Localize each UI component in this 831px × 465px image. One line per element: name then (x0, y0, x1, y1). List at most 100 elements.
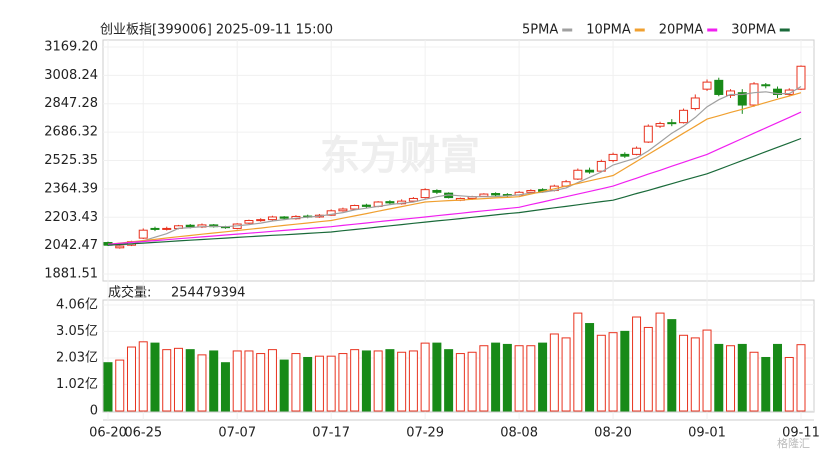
x-tick-label: 07-07 (218, 426, 256, 441)
volume-bar (291, 353, 301, 412)
volume-bar (479, 345, 489, 412)
volume-bar (232, 350, 242, 412)
candle-body (643, 125, 653, 143)
candle-body (408, 197, 418, 202)
y-tick-label: 3008.24 (44, 68, 98, 83)
volume-bar (115, 359, 125, 412)
volume-bar (714, 343, 724, 412)
volume-bar (620, 330, 630, 412)
volume-bar (303, 356, 313, 412)
volume-bar (796, 344, 806, 412)
volume-bar (267, 349, 277, 412)
volume-bar (773, 343, 783, 412)
volume-bar (314, 355, 324, 412)
ma-line (107, 92, 802, 245)
ma-line (107, 111, 802, 245)
volume-bar (655, 312, 665, 412)
y-tick-label: 2203.43 (44, 210, 98, 225)
volume-bar (279, 359, 289, 412)
y-tick-label: 0 (90, 404, 98, 419)
candle-body (244, 219, 254, 224)
volume-bar (138, 341, 148, 412)
candle-body (267, 216, 277, 221)
candle-body (361, 204, 371, 207)
volume-bar (220, 362, 230, 412)
volume-bar (173, 347, 183, 412)
x-tick-label: 07-17 (312, 426, 350, 441)
candle-body (714, 79, 724, 95)
candle-body (162, 227, 172, 230)
volume-bar (702, 329, 712, 412)
volume-bar (373, 350, 383, 412)
candle-body (655, 123, 665, 127)
volume-bar (444, 349, 454, 412)
y-tick-label: 1.02亿 (56, 377, 98, 392)
brand: 格隆汇 (777, 436, 810, 450)
candle-body (784, 89, 794, 95)
volume-bar (491, 342, 501, 412)
candle-body (608, 153, 618, 162)
volume-bar (538, 342, 548, 412)
volume-bar (420, 342, 430, 412)
y-tick-label: 2847.28 (44, 96, 98, 111)
candle-body (526, 190, 536, 193)
candle-body (726, 90, 736, 96)
volume-bar (126, 346, 136, 412)
x-tick-label: 06-20 (89, 426, 127, 441)
candle-body (326, 210, 336, 216)
watermark: 东方财富 (320, 133, 480, 179)
y-tick-label: 1881.51 (44, 267, 98, 282)
volume-bar (749, 351, 759, 412)
candle-body (420, 189, 430, 199)
volume-bar (585, 323, 595, 412)
x-tick-label: 07-29 (406, 426, 444, 441)
volume-bar (244, 350, 254, 412)
candle-body (679, 109, 689, 124)
y-tick-label: 4.06亿 (56, 298, 98, 313)
y-tick-label: 3169.20 (44, 40, 98, 55)
candle-body (773, 88, 783, 95)
volume-bar (643, 326, 653, 412)
x-tick-label: 09-01 (688, 426, 726, 441)
volume-bar (667, 319, 677, 412)
candle-body (150, 227, 160, 230)
volume-bar (197, 354, 207, 412)
volume-bar (256, 353, 266, 412)
candle-body (585, 169, 595, 173)
candle-body (185, 224, 195, 228)
volume-bar (690, 337, 700, 412)
legend-label: 5PMA (522, 23, 558, 38)
volume-bar (502, 343, 512, 412)
volume-bar (573, 312, 583, 412)
volume-bar (432, 342, 442, 412)
candle-body (338, 208, 348, 212)
candle-body (620, 153, 630, 157)
candle-body (432, 190, 442, 193)
y-tick-label: 3.05亿 (56, 324, 98, 339)
y-tick-label: 2.03亿 (56, 351, 98, 366)
candle-body (115, 245, 125, 249)
volume-bar (679, 334, 689, 412)
candle-body (256, 219, 266, 222)
volume-bar (726, 345, 736, 412)
volume-bar (784, 356, 794, 412)
volume-bar (526, 345, 536, 412)
ma-line (107, 137, 802, 246)
x-tick-label: 08-08 (500, 426, 538, 441)
volume-bar (561, 337, 571, 412)
legend-label: 30PMA (731, 23, 776, 38)
y-tick-label: 2525.35 (44, 153, 98, 168)
y-tick-label: 2042.47 (44, 238, 98, 253)
x-tick-label: 09-11 (782, 426, 820, 441)
volume-bar (103, 362, 113, 412)
y-tick-label: 2686.32 (44, 125, 98, 140)
candle-body (573, 169, 583, 180)
candle-body (796, 65, 806, 90)
chart-title: 创业板指[399006] 2025-09-11 15:00 (100, 23, 333, 38)
candle-body (667, 122, 677, 125)
volume-bar (737, 343, 747, 412)
candle-body (491, 193, 501, 196)
volume-total: 254479394 (171, 286, 245, 301)
volume-bar (361, 350, 371, 412)
legend-label: 10PMA (586, 23, 631, 38)
